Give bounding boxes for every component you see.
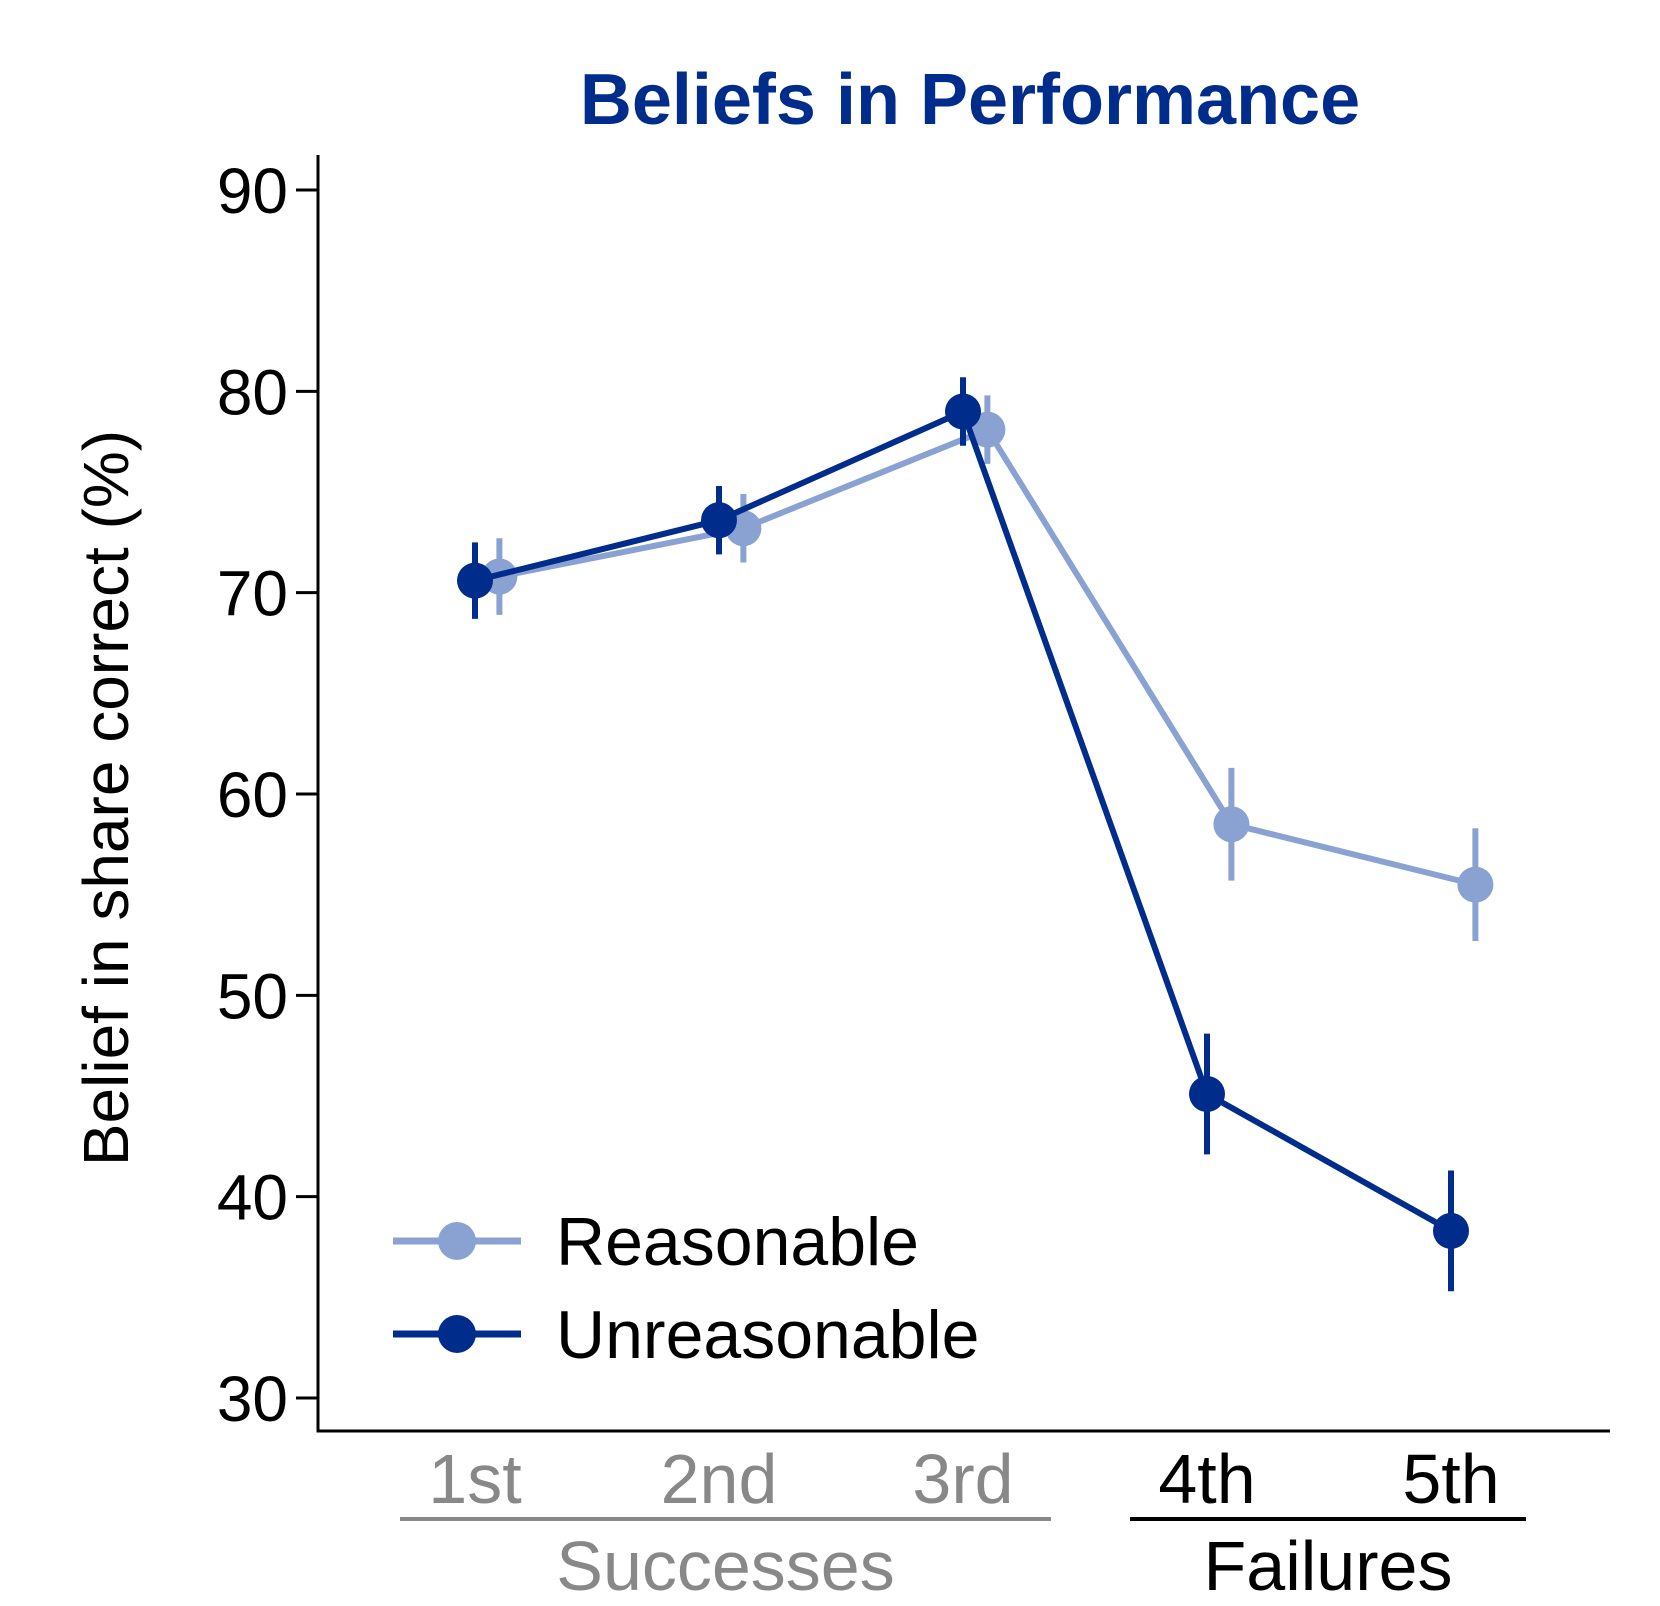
y-tick-label: 60 bbox=[217, 759, 288, 831]
data-point bbox=[457, 562, 493, 599]
y-tick-label: 30 bbox=[217, 1363, 288, 1435]
y-tick-label: 50 bbox=[217, 960, 288, 1032]
data-point bbox=[1433, 1212, 1469, 1249]
data-point bbox=[1189, 1075, 1225, 1112]
y-tick-label: 40 bbox=[217, 1162, 288, 1234]
group-label: Successes bbox=[556, 1527, 894, 1605]
data-point bbox=[1457, 866, 1494, 903]
legend-label: Reasonable bbox=[556, 1204, 919, 1280]
x-tick-label: 4th bbox=[1158, 1440, 1255, 1518]
y-tick-label: 70 bbox=[217, 558, 288, 630]
y-axis-label: Belief in share correct (%) bbox=[70, 430, 142, 1166]
series-layer bbox=[457, 377, 1494, 1292]
x-tick-label: 1st bbox=[428, 1440, 521, 1518]
y-tick-label: 90 bbox=[217, 155, 288, 227]
data-point bbox=[1213, 806, 1250, 843]
y-tick-label: 80 bbox=[217, 356, 288, 428]
legend-marker bbox=[438, 1222, 476, 1260]
y-ticks: 30 40 50 60 70 80 90 bbox=[217, 155, 318, 1435]
series-line bbox=[498, 426, 1477, 888]
legend: Reasonable Unreasonable bbox=[393, 1204, 979, 1373]
series-line bbox=[474, 408, 1453, 1234]
x-ticks: 1st 2nd 3rd 4th 5th bbox=[428, 1440, 1499, 1518]
data-point bbox=[945, 393, 981, 430]
data-point bbox=[701, 502, 737, 539]
group-label: Failures bbox=[1204, 1527, 1453, 1605]
x-groups: Successes Failures bbox=[400, 1517, 1526, 1605]
x-tick-label: 2nd bbox=[661, 1440, 778, 1518]
legend-label: Unreasonable bbox=[556, 1297, 979, 1373]
x-tick-label: 3rd bbox=[912, 1440, 1013, 1518]
x-tick-label: 5th bbox=[1402, 1440, 1499, 1518]
chart-title: Beliefs in Performance bbox=[580, 60, 1360, 140]
legend-marker bbox=[438, 1315, 476, 1353]
